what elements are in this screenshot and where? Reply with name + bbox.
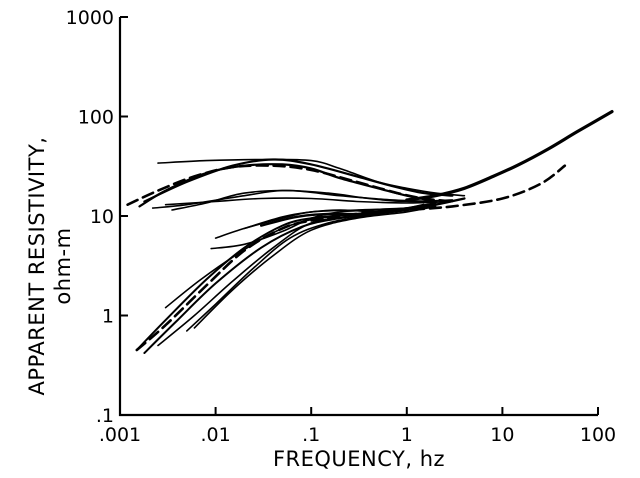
curves [126, 110, 614, 354]
y-tick-label: 10 [90, 206, 114, 228]
y-tick-label: 100 [78, 107, 114, 129]
axes: .001 .01 .1 1 10 100 .1 1 10 100 1000 [66, 7, 616, 446]
curve-10 [157, 203, 437, 347]
y-tick-label: 1 [102, 306, 114, 328]
x-tick-label: 1 [401, 424, 413, 446]
curve-1 [143, 158, 454, 203]
curve-8 [135, 202, 437, 351]
curve-5 [171, 189, 437, 211]
dashed-curve-6 [126, 164, 454, 206]
y-axis-title-line2: ohm-m [51, 227, 75, 304]
x-tick-label: 10 [490, 424, 514, 446]
x-tick-label: .01 [200, 424, 230, 446]
x-tick-label: .001 [99, 424, 141, 446]
curve-13 [193, 205, 437, 329]
y-axis-title-line1: APPARENT RESISTIVITY, [25, 137, 49, 396]
y-tick-label: .1 [96, 405, 114, 427]
curve-7 [405, 110, 614, 202]
x-tick-label: 100 [580, 424, 616, 446]
x-tick-label: .1 [302, 424, 320, 446]
dashed-curve-18 [135, 164, 567, 352]
curve-4 [164, 197, 454, 206]
y-tick-label: 1000 [66, 7, 114, 29]
x-axis-title: FREQUENCY, hz [273, 447, 445, 471]
curve-2 [157, 158, 466, 197]
